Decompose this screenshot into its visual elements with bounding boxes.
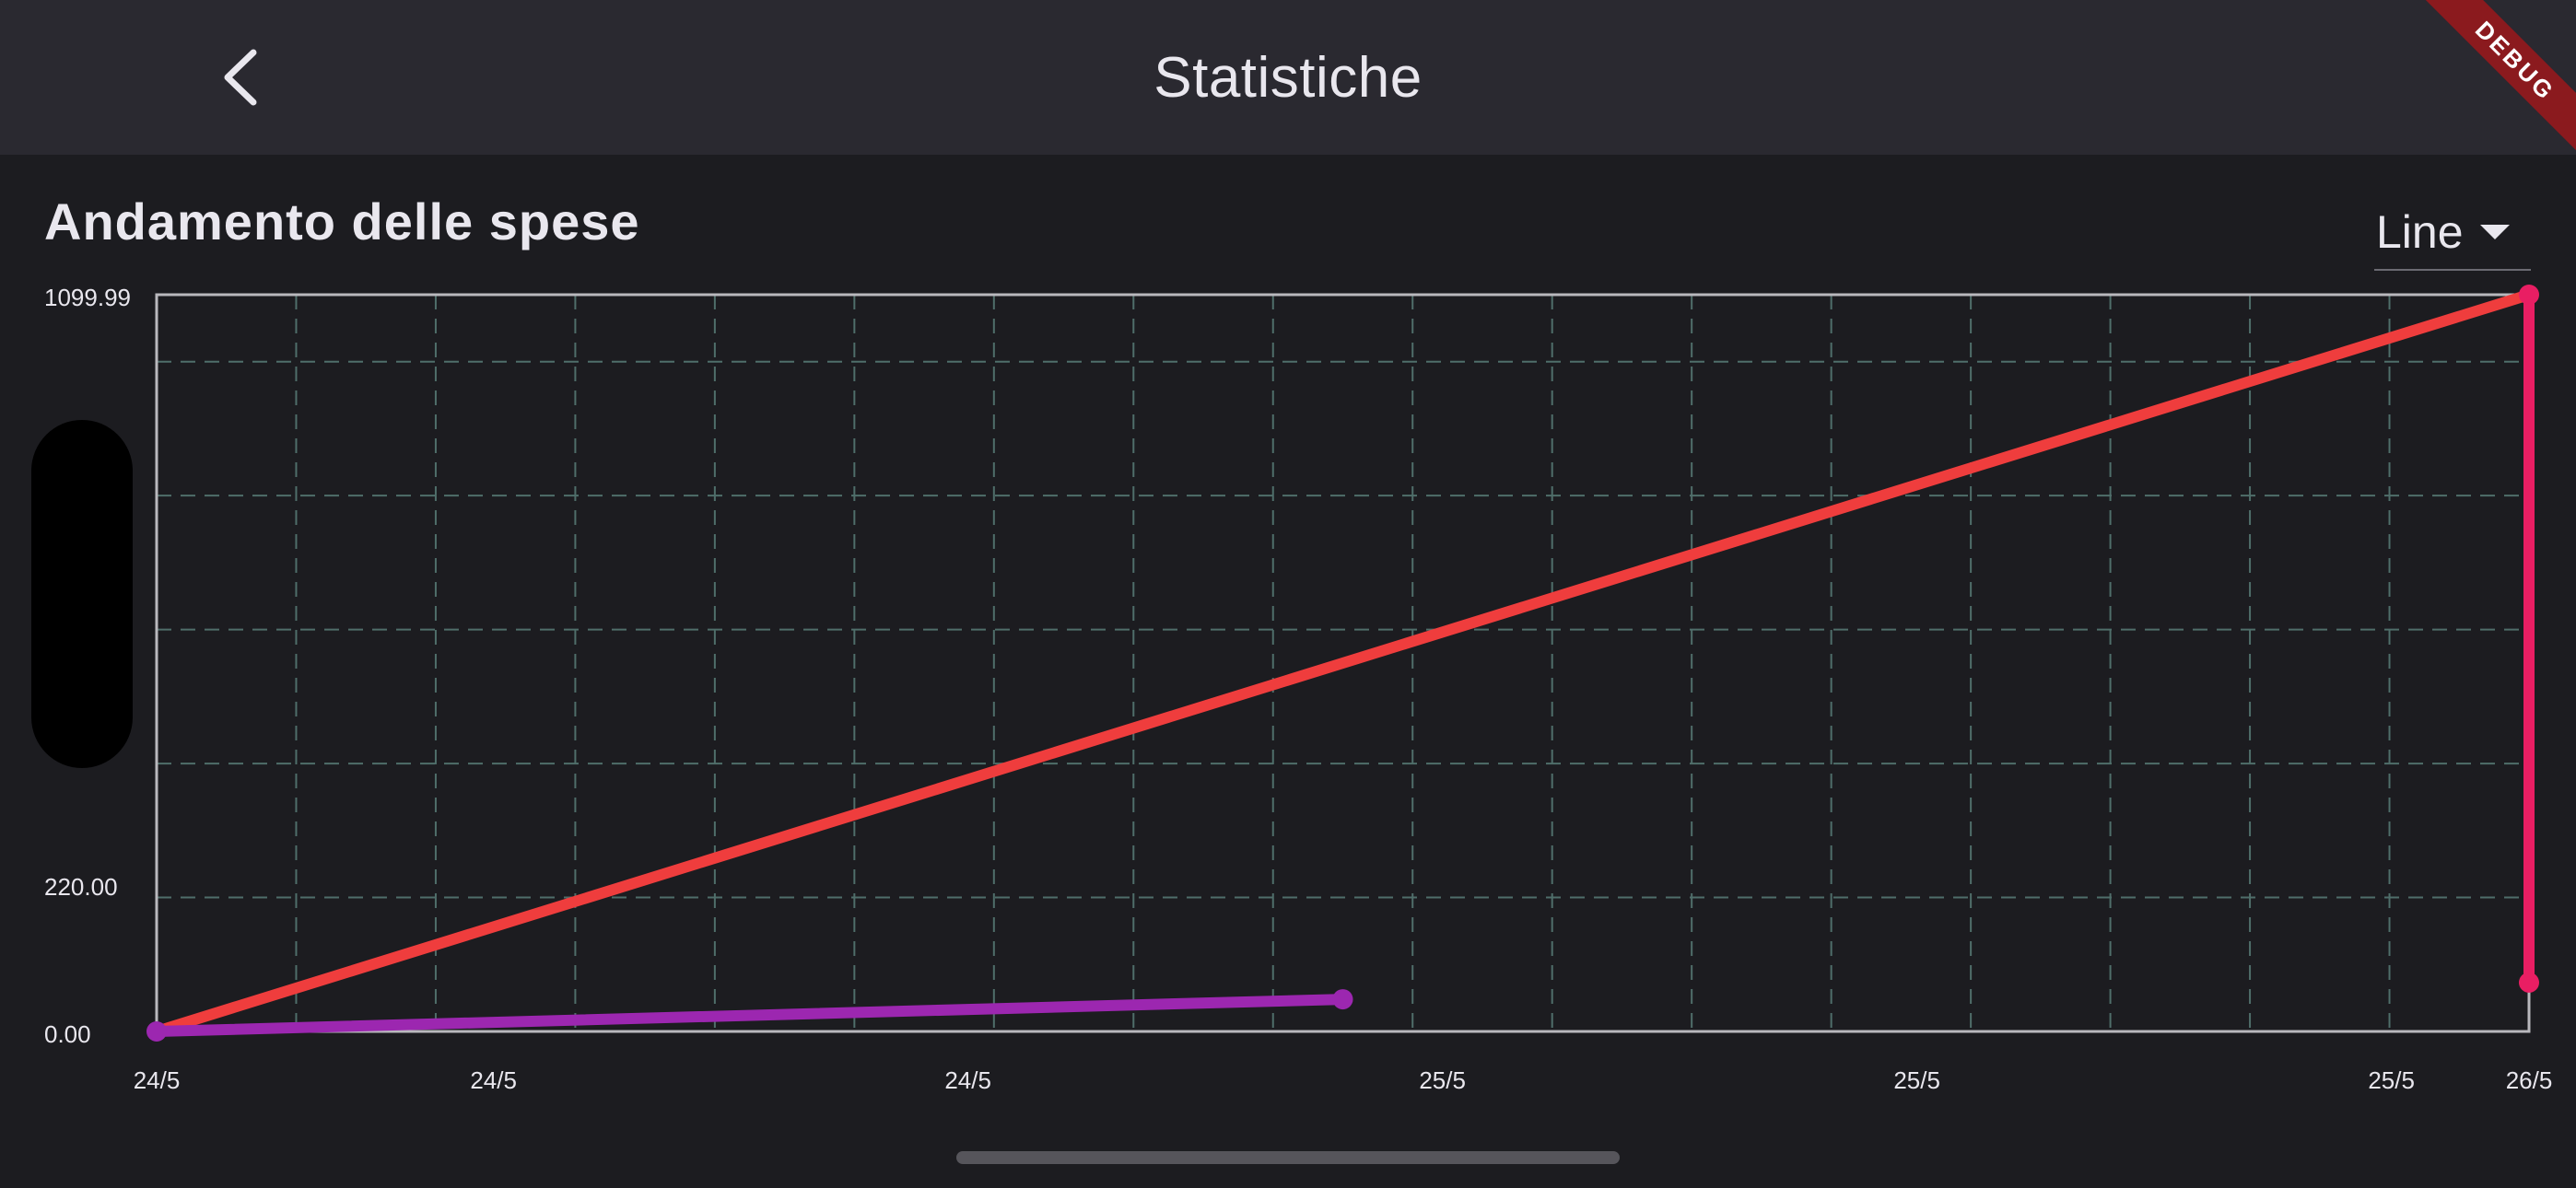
page-title: Statistiche xyxy=(1153,45,1423,110)
chart-series xyxy=(146,285,2539,1042)
app-bar: Statistiche xyxy=(0,0,2576,155)
x-tick-label: 24/5 xyxy=(134,1066,181,1094)
x-tick-label: 25/5 xyxy=(1419,1066,1466,1094)
data-point xyxy=(2519,972,2539,993)
x-tick-label: 24/5 xyxy=(470,1066,517,1094)
data-point xyxy=(1332,989,1353,1010)
expenses-chart: 1099.99 220.00 0.00 24/5 24/5 24/5 25/5 25/5 25… xyxy=(0,276,2576,1105)
x-tick-label: 24/5 xyxy=(944,1066,991,1094)
series-line-0 xyxy=(151,289,2535,1037)
chart-grid xyxy=(157,295,2529,1031)
x-tick-label: 26/5 xyxy=(2506,1066,2553,1094)
caret-down-icon xyxy=(2479,225,2510,239)
section-title: Andamento delle spese xyxy=(44,192,640,250)
x-tick-label: 25/5 xyxy=(1893,1066,1940,1094)
y-tick-label: 0.00 xyxy=(44,1020,91,1048)
x-axis-labels: 24/5 24/5 24/5 25/5 25/5 25/5 26/5 xyxy=(134,1066,2553,1094)
series-line-1 xyxy=(151,994,1349,1037)
chart-type-value: Line xyxy=(2376,206,2464,258)
data-point xyxy=(2519,285,2539,305)
back-button[interactable] xyxy=(203,41,276,114)
y-tick-label: 1099.99 xyxy=(44,284,131,311)
x-tick-label: 25/5 xyxy=(2368,1066,2415,1094)
chart-type-dropdown[interactable]: Line xyxy=(2374,195,2531,271)
line-chart: 1099.99 220.00 0.00 24/5 24/5 24/5 25/5 25/5 25… xyxy=(44,284,2553,1094)
home-indicator[interactable] xyxy=(956,1151,1620,1164)
chevron-left-icon xyxy=(224,49,257,106)
data-point xyxy=(146,1021,167,1042)
y-tick-label: 220.00 xyxy=(44,873,118,901)
y-axis-labels: 1099.99 220.00 0.00 xyxy=(44,284,131,1048)
device-side-pill xyxy=(31,420,133,768)
